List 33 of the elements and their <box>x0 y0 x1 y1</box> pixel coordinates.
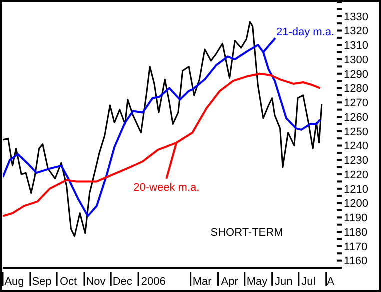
y-tick-label: 1220 <box>344 169 368 182</box>
y-tick-label: 1180 <box>344 226 368 239</box>
x-tick-label: Jun <box>274 276 293 288</box>
y-tick-label: 1270 <box>344 98 368 110</box>
x-tick-label: Dec <box>112 276 133 288</box>
y-tick-label: 1320 <box>344 26 368 38</box>
y-tick-label: 1260 <box>344 112 368 124</box>
x-tick-label: Apr <box>221 276 239 288</box>
y-tick-label: 1330 <box>344 11 368 24</box>
y-tick-label: 1190 <box>344 212 368 225</box>
x-tick-label: 2006 <box>141 276 166 288</box>
x-tick-label: Nov <box>86 276 106 288</box>
x-tick-label: Mar <box>192 276 212 288</box>
y-tick-label: 1290 <box>344 68 368 81</box>
annotation: 21-day m.a. <box>276 26 335 38</box>
x-tick-label: Aug <box>4 276 24 288</box>
y-tick-label: 1210 <box>344 184 368 196</box>
y-tick-label: 1280 <box>344 83 368 96</box>
x-tick-label: Oct <box>60 276 78 288</box>
y-tick-label: 1250 <box>344 126 368 138</box>
y-tick-label: 1240 <box>344 140 368 153</box>
x-tick-label: May <box>246 276 268 288</box>
x-tick-label: Sep <box>32 276 52 288</box>
y-tick-label: 1170 <box>344 241 368 254</box>
y-tick-label: 1230 <box>344 155 368 168</box>
y-tick-label: 1310 <box>344 40 368 52</box>
y-tick-label: 1200 <box>344 198 368 210</box>
annotation: 20-week m.a. <box>134 182 200 194</box>
x-tick-label: A <box>327 276 336 288</box>
y-tick-label: 1300 <box>344 54 368 66</box>
x-tick-label: Jul <box>302 276 316 288</box>
text: SHORT-TERM <box>210 226 284 240</box>
y-tick-label: 1160 <box>344 256 368 268</box>
